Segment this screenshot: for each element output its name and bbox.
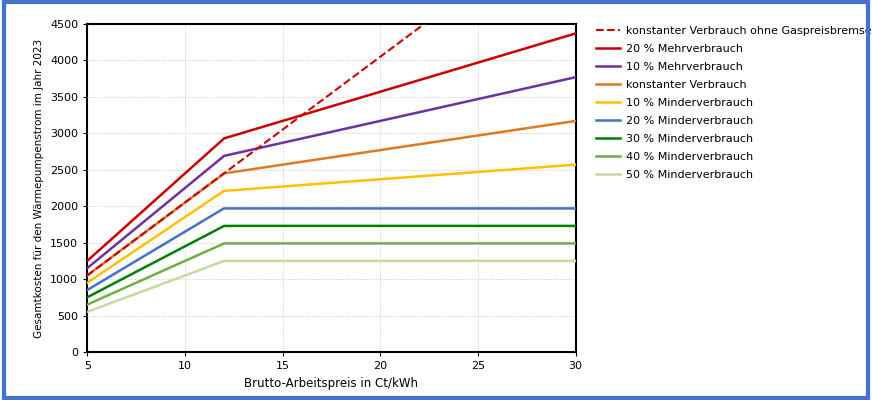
Legend: konstanter Verbrauch ohne Gaspreisbremse, 20 % Mehrverbrauch, 10 % Mehrverbrauch: konstanter Verbrauch ohne Gaspreisbremse… (596, 26, 871, 180)
X-axis label: Brutto-Arbeitspreis in Ct/kWh: Brutto-Arbeitspreis in Ct/kWh (244, 376, 419, 390)
Y-axis label: Gesamtkosten für den Wärmepumpenstrom im Jahr 2023: Gesamtkosten für den Wärmepumpenstrom im… (35, 38, 44, 338)
